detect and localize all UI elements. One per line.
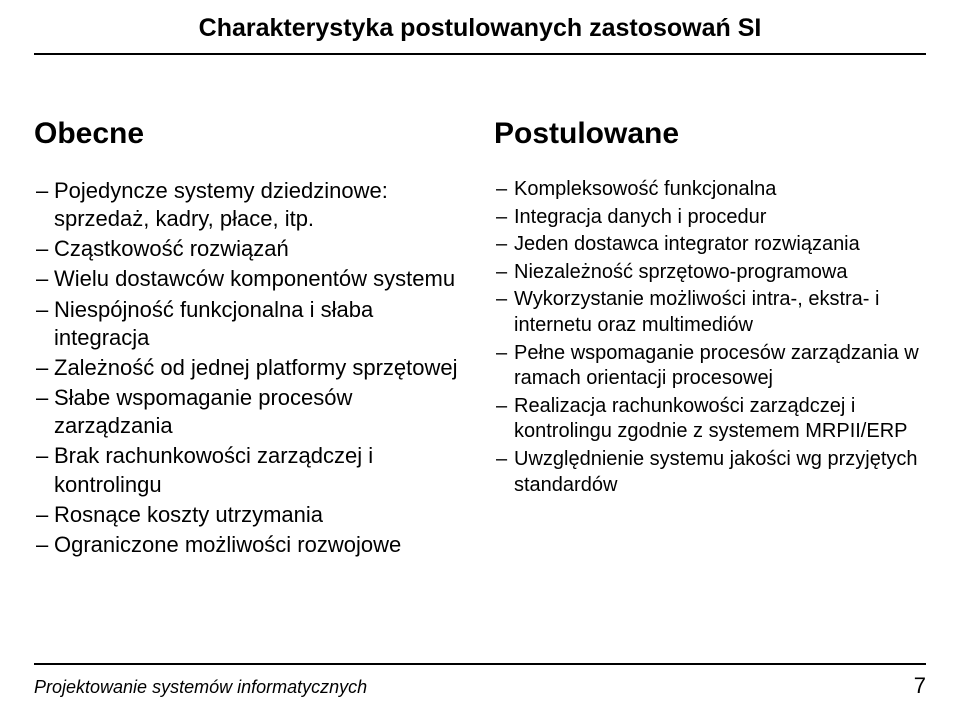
list-item: Ograniczone możliwości rozwojowe <box>34 531 466 559</box>
right-heading: Postulowane <box>494 117 926 151</box>
footer-row: Projektowanie systemów informatycznych 7 <box>34 673 926 699</box>
footer-divider <box>34 663 926 665</box>
footer-text: Projektowanie systemów informatycznych <box>34 677 367 698</box>
page-number: 7 <box>914 673 926 699</box>
footer: Projektowanie systemów informatycznych 7 <box>0 663 960 699</box>
title-area: Charakterystyka postulowanych zastosowań… <box>34 14 926 63</box>
list-item: Niezależność sprzętowo-programowa <box>494 260 926 286</box>
left-heading: Obecne <box>34 117 466 151</box>
list-item: Kompleksowość funkcjonalna <box>494 177 926 203</box>
list-item: Niespójność funkcjonalna i słaba integra… <box>34 296 466 352</box>
list-item: Jeden dostawca integrator rozwiązania <box>494 232 926 258</box>
page-title: Charakterystyka postulowanych zastosowań… <box>34 14 926 43</box>
list-item: Słabe wspomaganie procesów zarządzania <box>34 384 466 440</box>
column-right: Postulowane Kompleksowość funkcjonalna I… <box>492 117 926 561</box>
list-item: Pełne wspomaganie procesów zarządzania w… <box>494 341 926 392</box>
list-item: Wielu dostawców komponentów systemu <box>34 265 466 293</box>
list-item: Pojedyncze systemy dziedzinowe: sprzedaż… <box>34 177 466 233</box>
list-item: Integracja danych i procedur <box>494 205 926 231</box>
slide: Charakterystyka postulowanych zastosowań… <box>0 0 960 719</box>
list-item: Rosnące koszty utrzymania <box>34 501 466 529</box>
title-divider <box>34 53 926 55</box>
columns: Obecne Pojedyncze systemy dziedzinowe: s… <box>34 117 926 561</box>
list-item: Brak rachunkowości zarządczej i kontroli… <box>34 442 466 498</box>
list-item: Wykorzystanie możliwości intra-, ekstra-… <box>494 287 926 338</box>
column-left: Obecne Pojedyncze systemy dziedzinowe: s… <box>34 117 472 561</box>
left-list: Pojedyncze systemy dziedzinowe: sprzedaż… <box>34 177 466 559</box>
list-item: Zależność od jednej platformy sprzętowej <box>34 354 466 382</box>
right-list: Kompleksowość funkcjonalna Integracja da… <box>494 177 926 498</box>
list-item: Uwzględnienie systemu jakości wg przyjęt… <box>494 447 926 498</box>
list-item: Cząstkowość rozwiązań <box>34 235 466 263</box>
list-item: Realizacja rachunkowości zarządczej i ko… <box>494 394 926 445</box>
